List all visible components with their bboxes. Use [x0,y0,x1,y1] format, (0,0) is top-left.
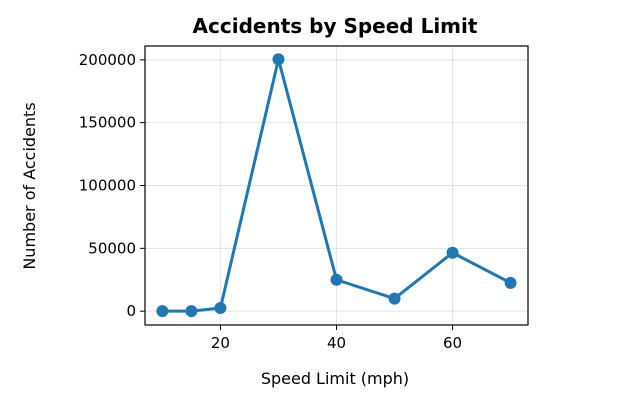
data-point [214,302,227,315]
y-tick-label: 50000 [88,239,136,257]
x-axis: 20 40 60 [211,325,462,352]
y-tick-label: 200000 [79,51,136,69]
data-point [185,305,198,318]
y-tick-label: 150000 [79,114,136,132]
y-tick-label: 100000 [79,177,136,195]
data-point [330,273,343,286]
series-layer [156,53,517,318]
grid [145,46,528,325]
y-axis: 0 50000 100000 150000 200000 [79,51,145,320]
y-axis-label: Number of Accidents [20,102,39,269]
data-point [504,276,517,289]
y-tick-label: 0 [126,302,136,320]
x-tick-label: 40 [327,334,346,352]
x-axis-label: Speed Limit (mph) [261,369,409,388]
x-tick-label: 20 [211,334,230,352]
data-point [156,305,169,318]
chart-title: Accidents by Speed Limit [193,14,478,38]
data-point [272,53,285,66]
x-tick-label: 60 [443,334,462,352]
data-point [446,246,459,259]
data-point [388,292,401,305]
